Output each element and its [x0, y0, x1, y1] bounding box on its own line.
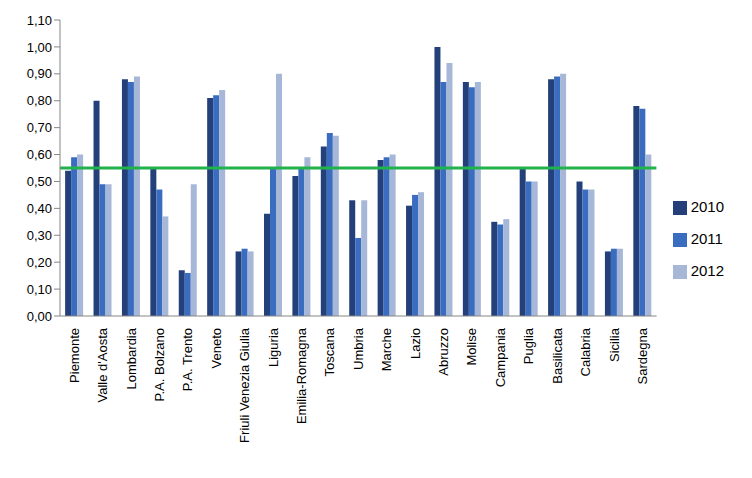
svg-text:1,00: 1,00	[27, 40, 52, 55]
svg-text:0,40: 0,40	[27, 201, 52, 216]
html-text:2010: 2010	[690, 198, 724, 215]
svg-text:0,00: 0,00	[27, 309, 52, 324]
svg-text:Abruzzo: Abruzzo	[436, 328, 451, 376]
svg-text:Sicilia: Sicilia	[607, 327, 622, 362]
svg-text:0,70: 0,70	[27, 120, 52, 135]
svg-text:Friuli Venezia Giulia: Friuli Venezia Giulia	[237, 327, 252, 443]
svg-text:Campania: Campania	[493, 327, 508, 387]
html-text:2011: 2011	[690, 230, 723, 247]
svg-text:Marche: Marche	[379, 328, 394, 371]
svg-text:0,50: 0,50	[27, 174, 52, 189]
svg-text:Veneto: Veneto	[209, 328, 224, 369]
svg-text:Valle d'Aosta: Valle d'Aosta	[95, 327, 110, 402]
svg-text:Piemonte: Piemonte	[67, 328, 82, 383]
svg-text:0,30: 0,30	[27, 228, 52, 243]
svg-text:Calabria: Calabria	[578, 327, 593, 376]
svg-text:Basilicata: Basilicata	[550, 327, 565, 383]
svg-text:0,10: 0,10	[27, 282, 52, 297]
svg-text:Lombardia: Lombardia	[124, 327, 139, 389]
svg-text:Lazio: Lazio	[408, 328, 423, 359]
svg-text:0,20: 0,20	[27, 255, 52, 270]
svg-text:Molise: Molise	[464, 328, 479, 366]
svg-text:Sardegna: Sardegna	[635, 327, 650, 384]
svg-text:Liguria: Liguria	[266, 327, 281, 367]
svg-text:Emilia-Romagna: Emilia-Romagna	[294, 327, 309, 424]
svg-text:Toscana: Toscana	[322, 327, 337, 376]
svg-text:P.A. Bolzano: P.A. Bolzano	[152, 328, 167, 401]
svg-text:1,10: 1,10	[27, 13, 52, 28]
svg-text:P.A. Trento: P.A. Trento	[180, 328, 195, 391]
html-text:2012: 2012	[690, 262, 724, 279]
svg-text:Puglia: Puglia	[521, 327, 536, 364]
svg-text:0,60: 0,60	[27, 147, 52, 162]
svg-text:0,80: 0,80	[27, 93, 52, 108]
svg-text:Umbria: Umbria	[351, 327, 366, 370]
svg-text:0,90: 0,90	[27, 66, 52, 81]
